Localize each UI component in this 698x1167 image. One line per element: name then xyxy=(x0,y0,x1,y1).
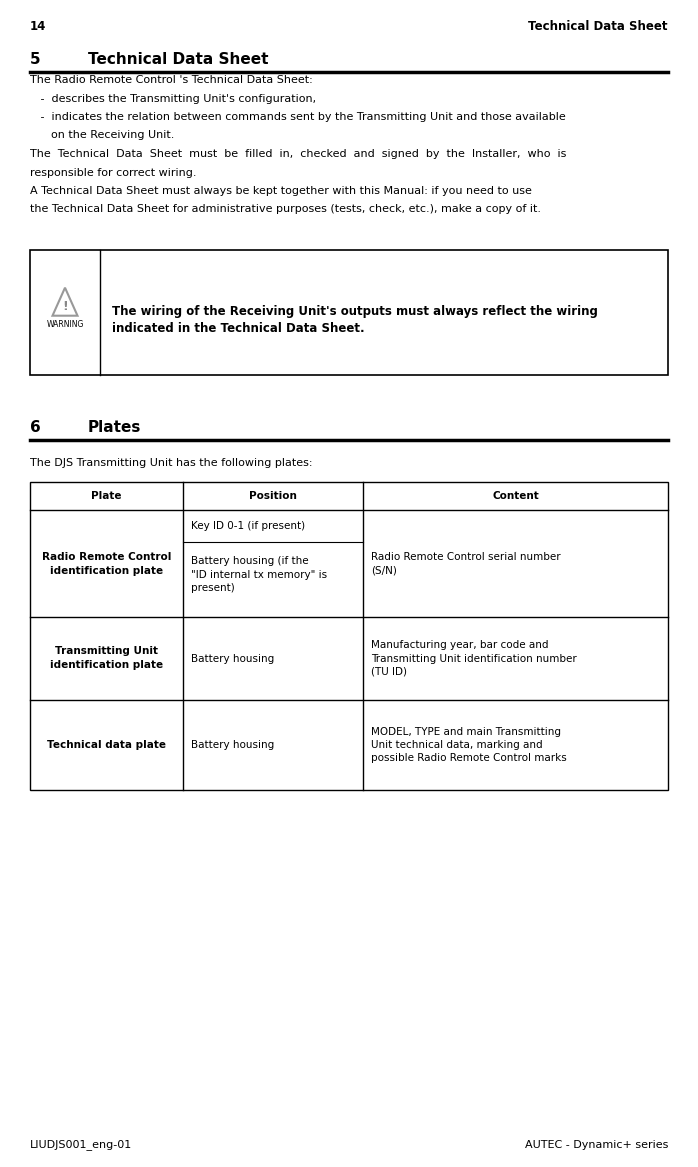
Text: The DJS Transmitting Unit has the following plates:: The DJS Transmitting Unit has the follow… xyxy=(30,457,313,468)
Text: Plate: Plate xyxy=(91,491,121,501)
Text: A Technical Data Sheet must always be kept together with this Manual: if you nee: A Technical Data Sheet must always be ke… xyxy=(30,186,532,196)
Bar xyxy=(30,482,668,510)
Text: Position: Position xyxy=(249,491,297,501)
Text: !: ! xyxy=(62,300,68,313)
Bar xyxy=(30,250,668,375)
Text: Technical Data Sheet: Technical Data Sheet xyxy=(528,20,668,33)
Text: -  indicates the relation between commands sent by the Transmitting Unit and tho: - indicates the relation between command… xyxy=(30,112,566,123)
Text: Technical data plate: Technical data plate xyxy=(47,740,166,750)
Text: indicated in the Technical Data Sheet.: indicated in the Technical Data Sheet. xyxy=(112,322,364,335)
Text: -  describes the Transmitting Unit's configuration,: - describes the Transmitting Unit's conf… xyxy=(30,93,316,104)
Text: LIUDJS001_eng-01: LIUDJS001_eng-01 xyxy=(30,1139,132,1149)
Text: Key ID 0-1 (if present): Key ID 0-1 (if present) xyxy=(191,520,305,531)
Text: Battery housing: Battery housing xyxy=(191,740,274,750)
Text: The Radio Remote Control 's Technical Data Sheet:: The Radio Remote Control 's Technical Da… xyxy=(30,75,313,85)
Text: Plates: Plates xyxy=(88,420,142,435)
Text: AUTEC - Dynamic+ series: AUTEC - Dynamic+ series xyxy=(525,1140,668,1149)
Text: 14: 14 xyxy=(30,20,46,33)
Text: Content: Content xyxy=(492,491,539,501)
Text: 5: 5 xyxy=(30,53,40,67)
Text: responsible for correct wiring.: responsible for correct wiring. xyxy=(30,168,197,177)
Text: Manufacturing year, bar code and
Transmitting Unit identification number
(TU ID): Manufacturing year, bar code and Transmi… xyxy=(371,641,577,677)
Text: MODEL, TYPE and main Transmitting
Unit technical data, marking and
possible Radi: MODEL, TYPE and main Transmitting Unit t… xyxy=(371,727,567,763)
Text: The  Technical  Data  Sheet  must  be  filled  in,  checked  and  signed  by  th: The Technical Data Sheet must be filled … xyxy=(30,149,566,159)
Text: Radio Remote Control
identification plate: Radio Remote Control identification plat… xyxy=(42,552,171,575)
Text: Battery housing (if the
"ID internal tx memory" is
present): Battery housing (if the "ID internal tx … xyxy=(191,557,327,593)
Bar xyxy=(30,482,668,790)
Text: the Technical Data Sheet for administrative purposes (tests, check, etc.), make : the Technical Data Sheet for administrat… xyxy=(30,204,541,215)
Text: Transmitting Unit
identification plate: Transmitting Unit identification plate xyxy=(50,647,163,671)
Text: 6: 6 xyxy=(30,420,40,435)
Text: Battery housing: Battery housing xyxy=(191,654,274,664)
Polygon shape xyxy=(52,288,77,316)
Text: on the Receiving Unit.: on the Receiving Unit. xyxy=(30,131,175,140)
Text: The wiring of the Receiving Unit's outputs must always reflect the wiring: The wiring of the Receiving Unit's outpu… xyxy=(112,306,598,319)
Text: Radio Remote Control serial number
(S/N): Radio Remote Control serial number (S/N) xyxy=(371,552,560,575)
Text: Technical Data Sheet: Technical Data Sheet xyxy=(88,53,269,67)
Text: WARNING: WARNING xyxy=(46,320,84,329)
